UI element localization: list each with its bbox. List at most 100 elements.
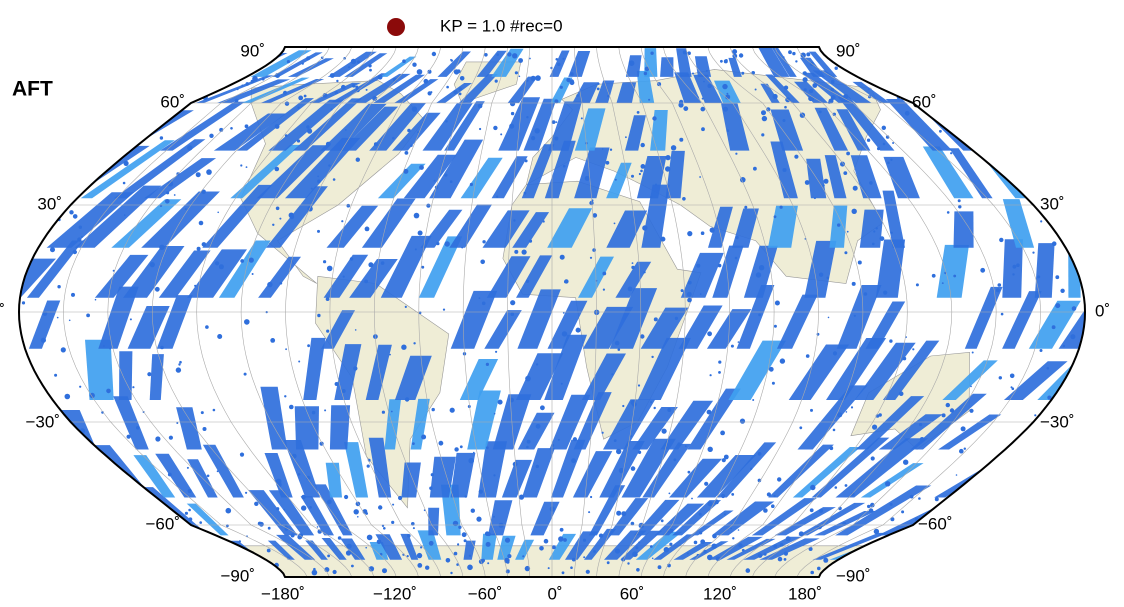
- swath-speckle: [496, 53, 500, 56]
- swath-speckle: [969, 408, 974, 413]
- swath: [678, 305, 723, 349]
- swath-speckle: [745, 568, 751, 573]
- swath-speckle: [407, 534, 411, 538]
- swath-speckle: [628, 60, 635, 66]
- swath-speckle: [186, 466, 189, 469]
- swath: [241, 77, 310, 103]
- swath-speckle: [166, 191, 170, 195]
- swath-speckle: [487, 562, 490, 565]
- swath-speckle: [342, 275, 345, 278]
- swath-speckle: [372, 96, 378, 101]
- swath-speckle: [557, 62, 561, 67]
- swath-speckle: [724, 513, 726, 516]
- swath-speckle: [640, 334, 645, 339]
- swath-speckle: [794, 154, 799, 159]
- swath-speckle: [866, 138, 871, 142]
- swath-speckle: [413, 342, 416, 345]
- swath-speckle: [631, 262, 634, 264]
- lat-label: 90˚: [240, 41, 265, 60]
- swath-speckle: [461, 246, 464, 249]
- swath-speckle: [72, 249, 78, 255]
- swath-speckle: [809, 88, 814, 94]
- swath-speckle: [216, 470, 219, 473]
- swath-speckle: [661, 428, 667, 434]
- swath-speckle: [738, 543, 743, 548]
- swath-speckle: [802, 71, 807, 76]
- swath: [141, 191, 220, 248]
- swath: [574, 108, 606, 151]
- swath: [606, 210, 648, 248]
- swath-speckle: [955, 474, 958, 476]
- swath-speckle: [723, 106, 728, 112]
- swath: [329, 405, 351, 450]
- swath-speckle: [732, 537, 735, 540]
- swath-speckle: [590, 495, 593, 499]
- swath-speckle: [332, 178, 336, 181]
- swath-speckle: [808, 547, 813, 551]
- swath: [74, 185, 162, 248]
- swath-speckle: [766, 492, 772, 497]
- swath: [732, 208, 759, 248]
- swath: [676, 48, 692, 77]
- swath-speckle: [832, 428, 836, 432]
- swath-speckle: [717, 263, 722, 268]
- swath: [429, 456, 456, 498]
- swath-speckle: [417, 230, 423, 236]
- meridian: [663, 46, 775, 578]
- swath: [768, 444, 834, 498]
- swath-speckle: [758, 313, 761, 317]
- swath-speckle: [535, 423, 541, 429]
- swath-speckle: [251, 273, 254, 275]
- meridian: [462, 46, 508, 578]
- swath-speckle: [381, 410, 385, 414]
- swath-speckle: [449, 180, 453, 183]
- swath-speckle: [701, 97, 704, 100]
- swath-speckle: [467, 564, 473, 571]
- swath: [429, 139, 484, 199]
- swath-speckle: [872, 424, 878, 430]
- swath-speckle: [337, 536, 342, 540]
- swath-speckle: [230, 127, 233, 130]
- lon-label: −180˚: [261, 584, 305, 603]
- swath: [865, 301, 906, 349]
- swath-speckle: [421, 265, 425, 269]
- swath: [460, 157, 503, 199]
- swath: [854, 342, 916, 400]
- swath-speckle: [679, 99, 684, 105]
- swath-speckle: [301, 494, 306, 500]
- swath-speckle: [72, 214, 78, 219]
- swath-speckle: [669, 542, 673, 546]
- swath-speckle: [687, 280, 692, 285]
- swath-speckle: [390, 410, 393, 413]
- swath-speckle: [366, 464, 370, 468]
- swath-speckle: [575, 327, 581, 333]
- swath-speckle: [463, 532, 467, 537]
- swath-speckle: [655, 183, 657, 186]
- swath-speckle: [636, 111, 640, 114]
- swath-speckle: [609, 148, 613, 151]
- swath-speckle: [1004, 157, 1008, 161]
- swath-speckle: [1087, 271, 1092, 276]
- meridian: [574, 46, 597, 578]
- swath-speckle: [60, 347, 66, 353]
- swath-speckle: [827, 316, 830, 319]
- swath-speckle: [368, 64, 372, 68]
- swath-speckle: [889, 339, 893, 343]
- swath: [964, 286, 1003, 349]
- swath-speckle: [837, 412, 843, 418]
- swath-speckle: [584, 175, 590, 181]
- swath: [340, 538, 366, 560]
- swath-speckle: [56, 316, 59, 319]
- swath-speckle: [705, 69, 708, 72]
- swath: [776, 294, 818, 349]
- swath-speckle: [275, 206, 280, 211]
- swath-speckle: [355, 85, 359, 89]
- swath-speckle: [766, 107, 771, 112]
- swath-speckle: [682, 197, 686, 201]
- swath-speckle: [275, 478, 282, 485]
- swath-speckle: [761, 110, 766, 116]
- swath-speckle: [404, 397, 410, 402]
- swath: [1034, 243, 1055, 298]
- swath: [187, 249, 247, 298]
- swath-speckle: [298, 95, 304, 101]
